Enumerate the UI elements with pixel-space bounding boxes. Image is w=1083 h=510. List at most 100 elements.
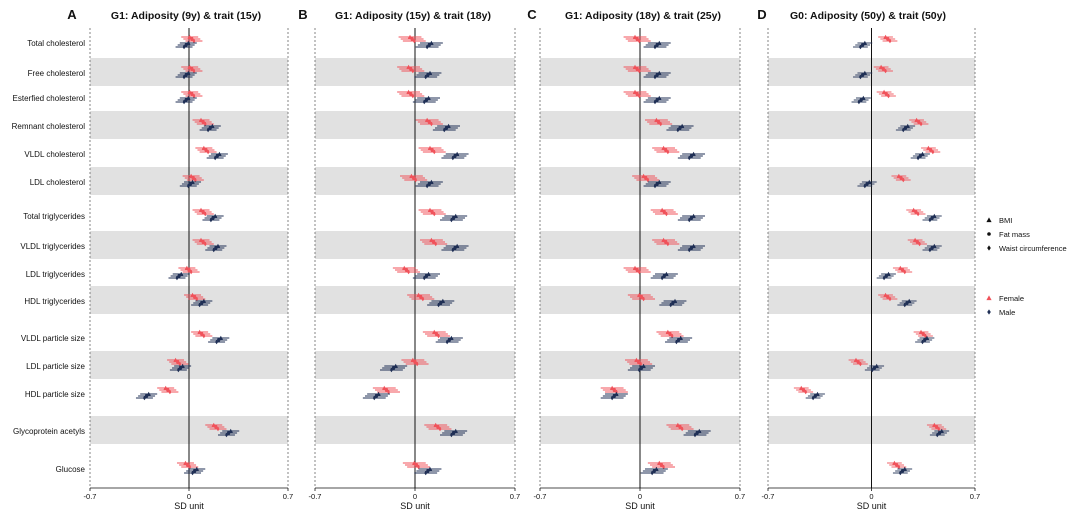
male-point-waist (687, 217, 691, 223)
female-point-fat-mass (934, 425, 939, 429)
male-point-fat-mass (884, 274, 888, 278)
female-point-waist (188, 464, 192, 470)
female-point-fat-mass (678, 425, 682, 429)
female-point-waist (670, 333, 674, 339)
x-tick-label: 0.7 (283, 492, 293, 501)
female-point-waist (897, 464, 901, 470)
trait-label: HDL particle size (25, 390, 86, 399)
female-point-waist (436, 333, 441, 339)
male-point-fat-mass (903, 126, 908, 130)
male-point-waist (424, 470, 428, 476)
male-point-waist (653, 44, 657, 50)
female-point-waist (858, 361, 863, 367)
legend-exposure-label: Waist circumference (999, 244, 1067, 253)
male-point-fat-mass (918, 154, 922, 158)
trait-label: LDL cholesterol (30, 178, 86, 187)
trait-label: Free cholesterol (28, 69, 86, 78)
male-point-fat-mass (192, 469, 197, 473)
female-point-fat-mass (915, 240, 920, 244)
female-point-fat-mass (635, 37, 639, 41)
female-point-fat-mass (214, 425, 218, 429)
male-point-fat-mass (689, 216, 694, 220)
male-point-waist (182, 99, 186, 105)
male-point-fat-mass (652, 469, 656, 473)
female-point-waist (411, 93, 415, 99)
female-point-waist (680, 426, 684, 432)
female-point-fat-mass (192, 295, 197, 299)
x-tick-label: -0.7 (534, 492, 547, 501)
female-point-waist (189, 269, 193, 275)
male-point-waist (449, 217, 454, 223)
male-point-fat-mass (215, 154, 219, 158)
male-point-fat-mass (676, 338, 681, 342)
female-point-fat-mass (430, 210, 434, 214)
panel-letter: D (757, 7, 766, 22)
male-point-waist (920, 339, 925, 345)
female-point-waist (666, 149, 670, 155)
female-point-fat-mass (431, 240, 436, 244)
x-axis-label: SD unit (625, 501, 655, 510)
male-point-fat-mass (865, 182, 869, 186)
male-point-waist (212, 247, 216, 253)
female-point-fat-mass (636, 360, 641, 364)
female-point-waist (386, 389, 391, 395)
male-point-waist (650, 470, 654, 476)
female-point-waist (664, 211, 669, 217)
male-point-waist (901, 127, 905, 133)
male-point-waist (422, 99, 426, 105)
female-point-waist (888, 296, 892, 302)
female-point-fat-mass (201, 120, 205, 124)
panel-title: G1: Adiposity (9y) & trait (15y) (111, 10, 261, 22)
female-point-fat-mass (410, 37, 414, 41)
male-point-waist (176, 367, 181, 373)
male-point-fat-mass (200, 301, 204, 305)
panel-title: G1: Adiposity (15y) & trait (18y) (335, 10, 491, 22)
female-point-waist (168, 389, 172, 395)
male-point-waist (653, 74, 657, 80)
female-point-waist (646, 177, 650, 183)
female-point-fat-mass (414, 463, 419, 467)
male-point-waist (372, 395, 376, 401)
female-point-waist (192, 68, 196, 74)
trait-label: VLDL cholesterol (24, 150, 85, 159)
female-point-fat-mass (384, 388, 389, 392)
female-point-waist (203, 241, 207, 247)
male-point-fat-mass (813, 394, 818, 398)
male-point-fat-mass (872, 366, 877, 370)
male-point-waist (863, 183, 867, 189)
female-point-fat-mass (914, 210, 918, 214)
female-point-waist (659, 121, 663, 127)
male-point-waist (674, 339, 679, 345)
panel-b: B G1: Adiposity (15y) & trait (18y) -0.7 0 0… (298, 7, 520, 510)
female-point-fat-mass (801, 388, 806, 392)
male-point-fat-mass (689, 154, 694, 158)
male-point-fat-mass (655, 98, 659, 102)
male-point-fat-mass (211, 216, 215, 220)
male-point-waist (389, 367, 394, 373)
male-point-waist (197, 302, 202, 308)
legend-exposure-label: BMI (999, 216, 1012, 225)
male-point-waist (224, 432, 229, 438)
female-point-waist (923, 333, 928, 339)
legend-exposure-label: Fat mass (999, 230, 1030, 239)
trait-label: Esterfied cholesterol (13, 94, 86, 103)
female-point-waist (931, 149, 935, 155)
x-tick-label: 0 (413, 492, 417, 501)
male-point-waist (449, 432, 454, 438)
male-point-fat-mass (177, 274, 181, 278)
male-point-waist (637, 367, 641, 373)
male-point-waist (451, 155, 455, 161)
male-point-waist (903, 302, 907, 308)
male-point-fat-mass (860, 73, 865, 77)
female-point-fat-mass (917, 120, 921, 124)
male-point-waist (436, 302, 441, 308)
female-point-waist (637, 38, 641, 44)
male-point-fat-mass (374, 394, 379, 398)
female-point-fat-mass (928, 148, 933, 152)
male-point-waist (451, 247, 455, 253)
female-point-waist (411, 68, 415, 74)
male-point-fat-mass (424, 274, 429, 278)
female-point-fat-mass (200, 332, 204, 336)
trait-label: Glucose (56, 465, 86, 474)
female-point-fat-mass (664, 240, 668, 244)
